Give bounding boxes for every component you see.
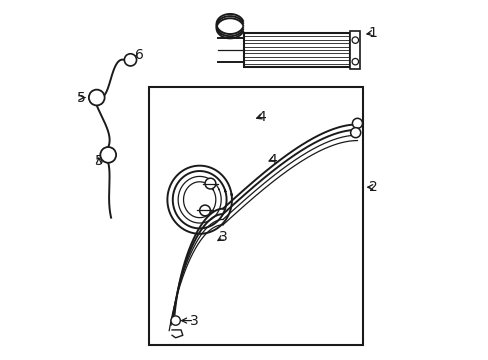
Circle shape (204, 178, 215, 189)
Text: 2: 2 (368, 180, 376, 194)
Text: 4: 4 (257, 109, 265, 123)
Text: 3: 3 (189, 314, 198, 328)
Circle shape (199, 205, 210, 216)
Text: 5: 5 (94, 154, 103, 168)
Text: 5: 5 (77, 90, 86, 104)
Circle shape (352, 118, 362, 129)
Text: 4: 4 (267, 153, 276, 167)
Bar (349, 31, 360, 69)
Text: 1: 1 (367, 26, 377, 40)
Bar (149, 87, 362, 345)
Text: 3: 3 (218, 230, 227, 244)
Circle shape (351, 58, 358, 65)
Circle shape (124, 54, 136, 66)
Circle shape (350, 128, 360, 138)
Circle shape (89, 90, 104, 105)
Text: 6: 6 (135, 48, 143, 62)
Circle shape (351, 37, 358, 43)
Circle shape (100, 147, 116, 163)
Circle shape (171, 316, 180, 325)
Bar (244, 33, 349, 67)
